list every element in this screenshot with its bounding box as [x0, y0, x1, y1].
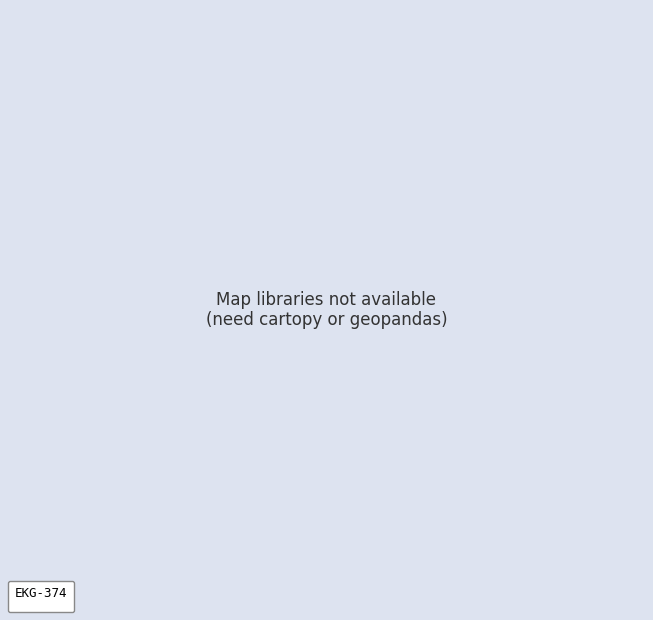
Legend:  [8, 580, 74, 612]
Text: Map libraries not available
(need cartopy or geopandas): Map libraries not available (need cartop… [206, 291, 447, 329]
